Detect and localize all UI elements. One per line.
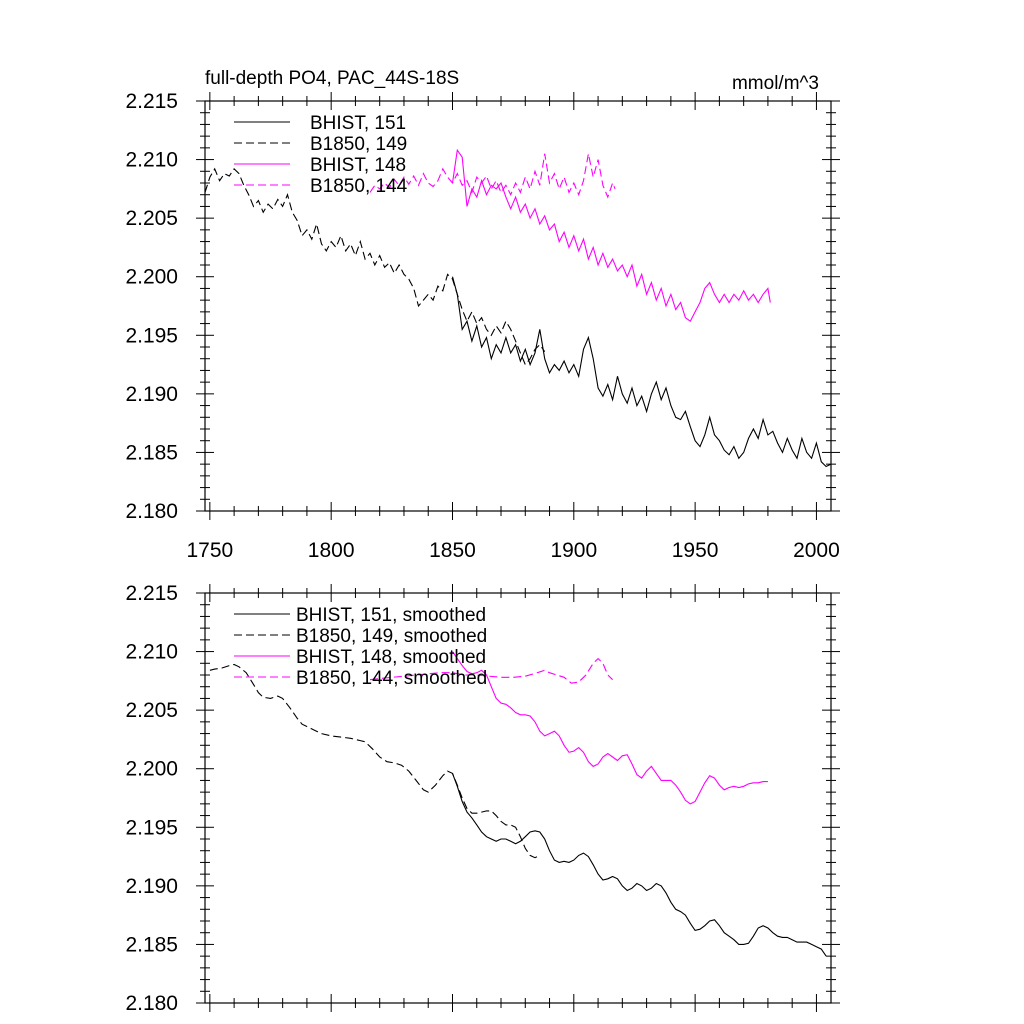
panel-bottom: 2.180 2.185 2.190 2.195 2.200 2.205 2.210 2.215… [125, 582, 840, 1015]
y-tick-label: 2.185 [125, 441, 178, 464]
x-axis-labels-top: 1750 1800 1850 1900 1950 2000 [186, 539, 839, 562]
plot-frame-top [204, 100, 832, 512]
series-line-1-1 [451, 773, 827, 957]
y-tick-label: 2.190 [125, 875, 178, 898]
x-tick-label: 1850 [429, 539, 476, 562]
y-tick-label: 2.215 [125, 582, 178, 605]
y-tick-label: 2.180 [125, 500, 178, 523]
y-tick-label: 2.205 [125, 207, 178, 230]
series-line-0-0 [205, 167, 546, 366]
y-tick-label: 2.210 [125, 641, 178, 664]
legend-label: BHIST, 151 [310, 113, 406, 134]
y-tick-label: 2.195 [125, 816, 178, 839]
axis-ticks-top [196, 92, 840, 520]
y-tick-label: 2.200 [125, 266, 178, 289]
y-axis-labels-top: 2.180 2.185 2.190 2.195 2.200 2.205 2.210 2.215 [125, 90, 178, 523]
x-tick-label: 1800 [308, 539, 355, 562]
series-line-0-2 [369, 153, 616, 199]
legend-label: B1850, 149 [310, 134, 407, 155]
legend-label: B1850, 144, smoothed [296, 668, 487, 689]
y-tick-label: 2.215 [125, 90, 178, 113]
x-tick-label: 2000 [793, 539, 840, 562]
y-tick-label: 2.210 [125, 149, 178, 172]
series-line-0-1 [451, 276, 831, 468]
y-tick-label: 2.205 [125, 699, 178, 722]
chart-title: full-depth PO4, PAC_44S-18S [205, 68, 459, 89]
series-line-0-3 [451, 148, 771, 323]
series-line-1-3 [452, 651, 768, 805]
y-axis-labels-bottom: 2.180 2.185 2.190 2.195 2.200 2.205 2.210 2.215 [125, 582, 178, 1015]
x-tick-label: 1750 [186, 539, 233, 562]
chart-units: mmol/m^3 [732, 73, 819, 94]
y-tick-label: 2.190 [125, 383, 178, 406]
y-tick-label: 2.200 [125, 758, 178, 781]
series-layer-top [205, 148, 831, 468]
y-tick-label: 2.195 [125, 324, 178, 347]
legend-label: BHIST, 148 [310, 155, 406, 176]
series-layer-bottom [209, 651, 827, 957]
x-tick-label: 1950 [672, 539, 719, 562]
plot-frame-bottom [204, 592, 832, 1004]
legend-label: BHIST, 151, smoothed [296, 605, 486, 626]
legend-label: B1850, 149, smoothed [296, 626, 487, 647]
x-tick-label: 1900 [550, 539, 597, 562]
axis-ticks-bottom [196, 584, 840, 1012]
legend-label: BHIST, 148, smoothed [296, 647, 486, 668]
legend-label: B1850, 144 [310, 176, 408, 197]
series-line-1-0 [209, 663, 541, 859]
series-line-1-2 [369, 657, 613, 684]
y-tick-label: 2.185 [125, 933, 178, 956]
y-tick-label: 2.180 [125, 992, 178, 1015]
panel-top: full-depth PO4, PAC_44S-18S mmol/m^3 2.1… [125, 68, 840, 562]
